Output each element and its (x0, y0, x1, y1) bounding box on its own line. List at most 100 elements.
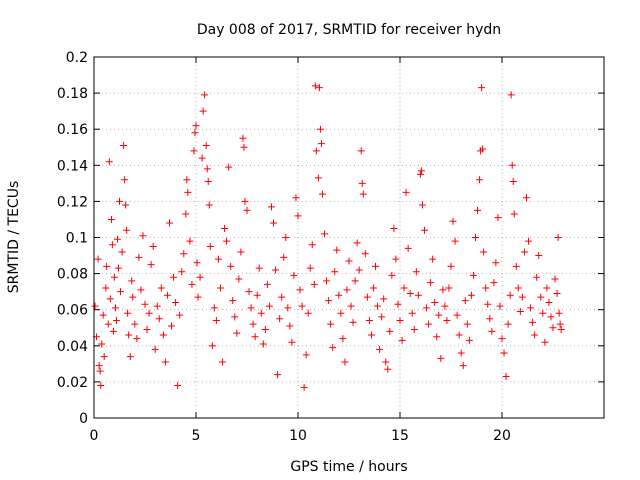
data-point (496, 302, 504, 310)
data-point (106, 295, 114, 303)
y-tick-label: 0.14 (57, 158, 88, 174)
data-point (363, 293, 371, 301)
data-point (290, 271, 298, 279)
data-point (239, 134, 247, 142)
data-point (206, 243, 214, 251)
data-point (418, 201, 426, 209)
data-point (227, 262, 235, 270)
data-point (153, 302, 161, 310)
data-point (323, 277, 331, 285)
data-point (105, 158, 113, 166)
data-point (463, 320, 471, 328)
data-point (267, 203, 275, 211)
x-tick-label: 5 (192, 428, 201, 444)
data-point (396, 317, 404, 325)
data-point (243, 206, 251, 214)
data-point (235, 275, 243, 283)
data-point (337, 309, 345, 317)
y-axis-label: SRMTID / TECUs (6, 181, 22, 294)
data-point (135, 253, 143, 261)
data-point (479, 145, 487, 153)
data-point (100, 353, 108, 361)
data-point (349, 318, 357, 326)
data-point (343, 286, 351, 294)
data-point (191, 129, 199, 137)
data-point (445, 284, 453, 292)
data-point (347, 302, 355, 310)
data-point (508, 161, 516, 169)
data-point (374, 302, 382, 310)
ticks-layer: 0 0.02 0.04 0.06 0.08 0.1 0.12 0.14 0.16 0.18 0.2 0… (57, 50, 604, 444)
data-point (192, 122, 200, 130)
data-point (104, 320, 112, 328)
data-point (453, 311, 461, 319)
data-point (110, 273, 118, 281)
data-point (302, 351, 310, 359)
data-point (96, 367, 104, 375)
data-point (420, 226, 428, 234)
data-point (174, 382, 182, 390)
data-point (325, 297, 333, 305)
data-point (509, 178, 517, 186)
data-point (126, 353, 134, 361)
data-point (351, 277, 359, 285)
data-point (208, 342, 216, 350)
data-point (537, 293, 545, 301)
data-point (507, 91, 515, 99)
data-point (95, 362, 103, 370)
data-point (314, 174, 322, 182)
data-point (133, 335, 141, 343)
data-point (451, 237, 459, 245)
data-point (435, 311, 443, 319)
data-point (400, 284, 408, 292)
x-tick-label: 15 (391, 428, 409, 444)
data-point (294, 212, 302, 220)
data-point (412, 268, 420, 276)
data-point (99, 311, 107, 319)
data-point (392, 255, 400, 263)
data-point (259, 340, 267, 348)
data-point (251, 333, 259, 341)
data-point (112, 317, 120, 325)
data-point (476, 176, 484, 184)
data-point (406, 289, 414, 297)
data-point (402, 188, 410, 196)
data-point (494, 214, 502, 222)
data-point (129, 293, 137, 301)
data-point (170, 273, 178, 281)
data-point (441, 302, 449, 310)
data-point (318, 190, 326, 198)
data-point (410, 326, 418, 334)
data-point (139, 232, 147, 240)
data-point (482, 284, 490, 292)
data-point (194, 293, 202, 301)
data-point (172, 298, 180, 306)
data-point (296, 286, 304, 294)
data-point (151, 345, 159, 353)
data-point (270, 219, 278, 227)
data-point (527, 304, 535, 312)
data-point (355, 266, 363, 274)
data-point (549, 324, 557, 332)
y-tick-label: 0.18 (57, 86, 88, 102)
data-point (339, 335, 347, 343)
data-point (265, 302, 273, 310)
data-point (429, 255, 437, 263)
data-point (145, 309, 153, 317)
data-point (455, 331, 463, 339)
data-point (276, 315, 284, 323)
data-point (358, 179, 366, 187)
data-point (183, 176, 191, 184)
data-point (384, 365, 392, 373)
data-point (335, 291, 343, 299)
data-point (204, 178, 212, 186)
data-point (469, 271, 477, 279)
data-point (159, 331, 167, 339)
data-point (186, 237, 194, 245)
data-point (122, 201, 130, 209)
data-point (478, 84, 486, 92)
data-point (506, 291, 514, 299)
data-point (398, 336, 406, 344)
data-point (168, 322, 176, 330)
data-point (327, 320, 335, 328)
